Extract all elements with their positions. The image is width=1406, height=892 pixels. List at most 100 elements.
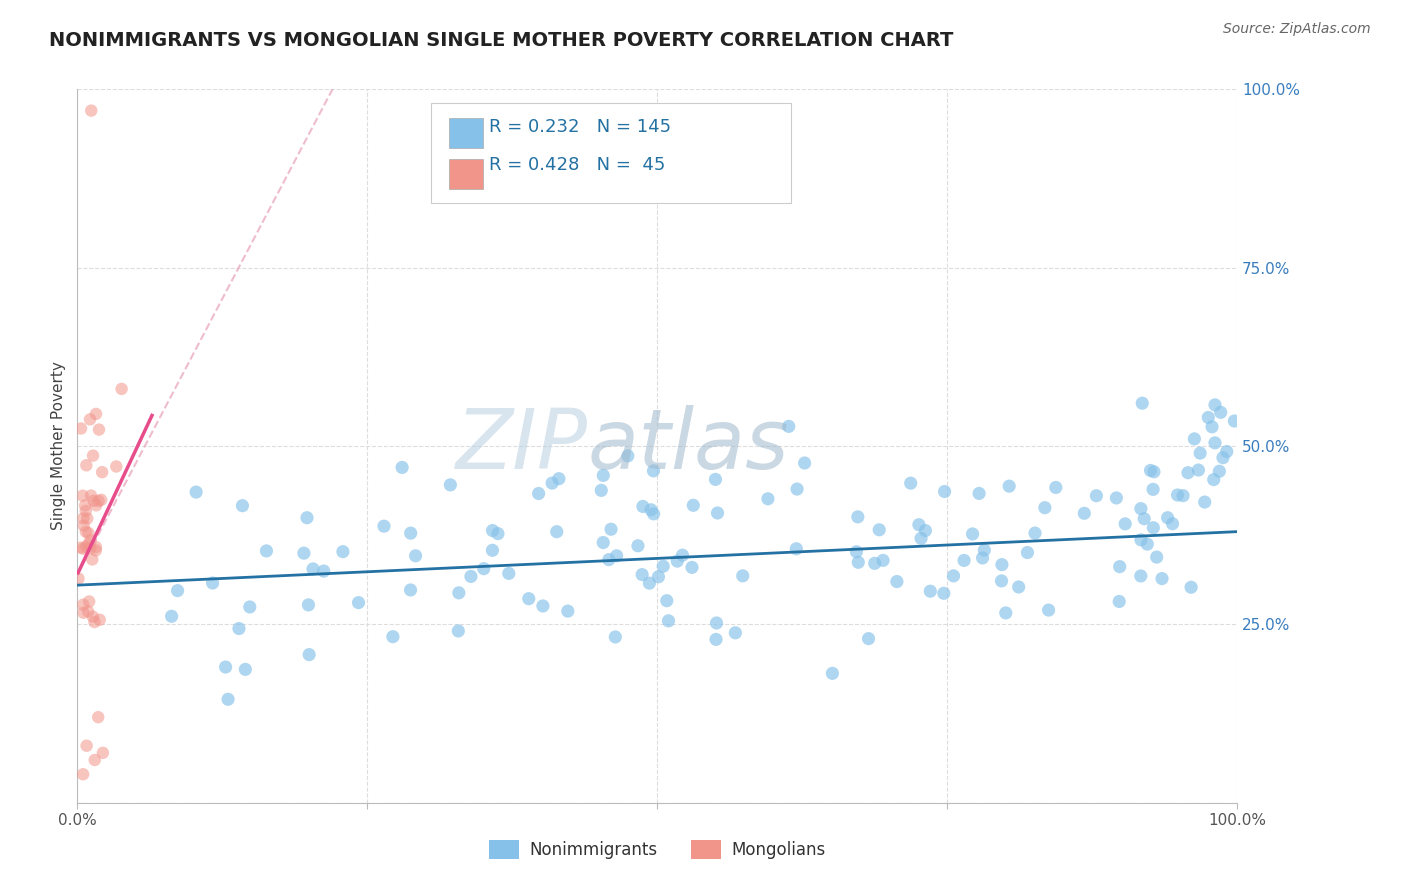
Point bbox=[1156, 510, 1178, 524]
Point bbox=[1208, 464, 1230, 478]
Point bbox=[598, 552, 620, 566]
Point bbox=[631, 567, 654, 582]
Point bbox=[1045, 480, 1067, 494]
Point bbox=[1139, 463, 1161, 477]
Point bbox=[786, 482, 808, 496]
Point bbox=[89, 613, 111, 627]
Legend: Nonimmigrants, Mongolians: Nonimmigrants, Mongolians bbox=[482, 833, 832, 866]
Point bbox=[1073, 506, 1095, 520]
Point bbox=[80, 541, 103, 555]
Point bbox=[69, 541, 91, 555]
Text: atlas: atlas bbox=[588, 406, 789, 486]
Point bbox=[75, 504, 97, 518]
Text: R = 0.232   N = 145: R = 0.232 N = 145 bbox=[489, 118, 671, 136]
Point bbox=[77, 605, 100, 619]
Point bbox=[75, 499, 97, 513]
Point bbox=[643, 464, 665, 478]
Point bbox=[201, 576, 224, 591]
Point bbox=[655, 593, 678, 607]
Point bbox=[793, 456, 815, 470]
Point bbox=[704, 632, 727, 647]
Point bbox=[546, 524, 568, 539]
Point bbox=[821, 666, 844, 681]
Point bbox=[72, 598, 94, 612]
Point bbox=[80, 489, 103, 503]
Point bbox=[72, 606, 94, 620]
Point bbox=[214, 660, 236, 674]
Point bbox=[657, 614, 679, 628]
Point bbox=[863, 557, 886, 571]
Point bbox=[592, 468, 614, 483]
Point bbox=[70, 421, 93, 435]
Point bbox=[671, 548, 693, 562]
Point bbox=[166, 583, 188, 598]
Point bbox=[666, 554, 689, 568]
Point bbox=[647, 570, 669, 584]
Point bbox=[606, 549, 628, 563]
Point bbox=[1187, 463, 1209, 477]
Point bbox=[1129, 569, 1152, 583]
Point bbox=[756, 491, 779, 506]
FancyBboxPatch shape bbox=[449, 119, 484, 148]
Point bbox=[1143, 465, 1166, 479]
Point bbox=[1142, 521, 1164, 535]
Text: R = 0.428   N =  45: R = 0.428 N = 45 bbox=[489, 155, 665, 174]
Point bbox=[1177, 466, 1199, 480]
Point bbox=[1212, 450, 1234, 465]
Point bbox=[1108, 594, 1130, 608]
Point bbox=[231, 499, 253, 513]
Point bbox=[991, 558, 1014, 572]
Point bbox=[1161, 516, 1184, 531]
Point bbox=[312, 564, 335, 578]
Point bbox=[72, 511, 94, 525]
Point bbox=[82, 552, 104, 566]
Point bbox=[72, 767, 94, 781]
Point bbox=[932, 586, 955, 600]
Point bbox=[87, 423, 110, 437]
Point bbox=[79, 533, 101, 548]
Point bbox=[76, 739, 98, 753]
Point bbox=[1105, 491, 1128, 505]
Point bbox=[256, 544, 278, 558]
Point bbox=[77, 594, 100, 608]
Point bbox=[72, 541, 94, 556]
Point bbox=[381, 630, 404, 644]
Point bbox=[1166, 488, 1188, 502]
Point bbox=[75, 524, 97, 539]
Point bbox=[77, 526, 100, 541]
Point bbox=[1201, 419, 1223, 434]
Point bbox=[184, 485, 207, 500]
Point bbox=[631, 500, 654, 514]
Point bbox=[527, 486, 550, 500]
Y-axis label: Single Mother Poverty: Single Mother Poverty bbox=[51, 361, 66, 531]
Point bbox=[973, 543, 995, 558]
Point bbox=[638, 576, 661, 591]
Point bbox=[302, 562, 325, 576]
Point bbox=[75, 540, 97, 554]
FancyBboxPatch shape bbox=[449, 159, 484, 189]
Point bbox=[972, 550, 994, 565]
Point bbox=[942, 569, 965, 583]
Point bbox=[447, 586, 470, 600]
Point bbox=[87, 494, 110, 508]
Point bbox=[846, 555, 869, 569]
Point bbox=[239, 599, 262, 614]
Point bbox=[405, 549, 427, 563]
Point bbox=[531, 599, 554, 613]
Point bbox=[1204, 398, 1226, 412]
Point bbox=[84, 543, 107, 558]
Point bbox=[481, 543, 503, 558]
Point bbox=[228, 622, 250, 636]
Point bbox=[76, 511, 98, 525]
Point bbox=[79, 412, 101, 426]
Point bbox=[460, 569, 482, 583]
Point bbox=[1150, 572, 1173, 586]
Point bbox=[391, 460, 413, 475]
Point bbox=[967, 486, 990, 500]
Point bbox=[600, 522, 623, 536]
Point bbox=[91, 465, 114, 479]
Point bbox=[845, 545, 868, 559]
Point bbox=[1033, 500, 1056, 515]
Point bbox=[617, 449, 640, 463]
Point bbox=[517, 591, 540, 606]
